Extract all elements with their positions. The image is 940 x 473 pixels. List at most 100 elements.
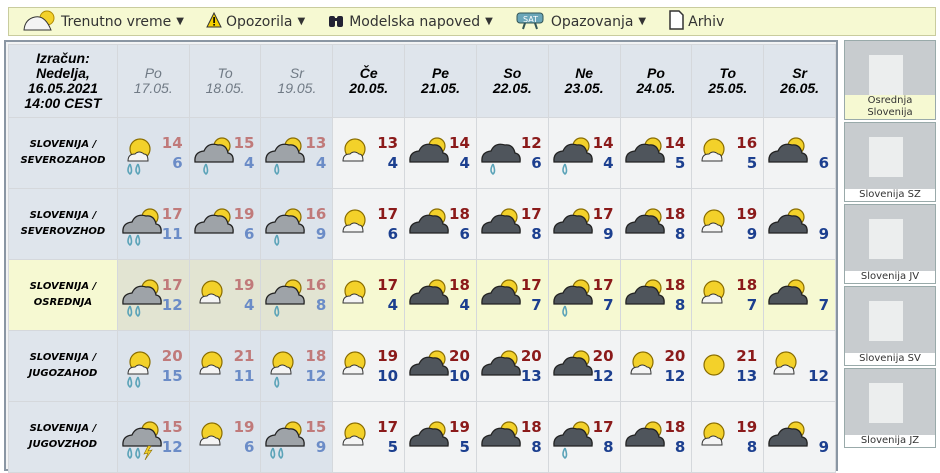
max-temp: 16 (736, 134, 758, 152)
max-temp: 20 (592, 347, 614, 365)
forecast-cell: 19 8 (691, 401, 765, 473)
region-label[interactable]: SLOVENIJA / JUGOZAHOD (8, 330, 118, 402)
day-header: To 18.05. (188, 44, 262, 118)
max-temp: 17 (520, 276, 542, 294)
min-temp: 11 (233, 367, 255, 385)
forecast-cell: 17 5 (332, 401, 406, 473)
day-header: Pe 21.05. (404, 44, 477, 118)
toolbar-arhiv-menu[interactable]: Arhiv (668, 9, 724, 34)
region-map-thumbnail[interactable]: Osrednja Slovenija (844, 40, 936, 120)
forecast-cell: 19 10 (332, 330, 406, 402)
region-label[interactable]: SLOVENIJA / SEVEROZAHOD (8, 117, 118, 189)
forecast-cell: 14 4 (404, 117, 477, 189)
region-map-thumbnail[interactable]: Slovenija SV (844, 286, 936, 366)
forecast-cell: 17 11 (116, 188, 190, 260)
region-map-thumbnail[interactable]: Slovenija JZ (844, 368, 936, 448)
forecast-cell: 19 6 (188, 401, 262, 473)
region-row[interactable]: SLOVENIJA / SEVEROZAHOD 14 6 15 4 13 4 13 4 14 4 12 6… (8, 117, 836, 189)
toolbar-opazovanja-menu[interactable]: SAT Opazovanja ▼ (515, 10, 646, 34)
region-label[interactable]: SLOVENIJA / JUGOVZHOD (8, 401, 118, 473)
calc-line: 14:00 CEST (24, 95, 102, 111)
dark-cloud-sun-icon (623, 274, 667, 322)
day-name: Ne (575, 65, 594, 81)
document-icon (668, 9, 688, 34)
min-temp: 8 (531, 225, 542, 243)
max-temp: 17 (161, 276, 183, 294)
forecast-cell: 18 6 (404, 188, 477, 260)
forecast-cell: 20 12 (547, 330, 621, 402)
sun-small-cloud-icon (694, 274, 738, 322)
dark-cloud-sun-icon (479, 203, 523, 251)
min-temp: 12 (161, 296, 183, 314)
forecast-cell: 18 8 (619, 259, 693, 331)
region-label[interactable]: SLOVENIJA / SEVEROVZHOD (8, 188, 118, 260)
calc-line: Izračun: (36, 50, 90, 66)
min-temp: 6 (818, 154, 829, 172)
header-row: Izračun: Nedelja, 16.05.2021 14:00 CEST Po 17… (8, 44, 836, 118)
forecast-cell: 20 10 (404, 330, 477, 402)
max-temp: 15 (305, 418, 327, 436)
max-temp: 20 (449, 347, 470, 365)
max-temp: 18 (449, 276, 470, 294)
min-temp: 6 (459, 225, 470, 243)
min-temp: 7 (531, 296, 542, 314)
region-line: SLOVENIJA / (29, 352, 97, 363)
max-temp: 18 (305, 347, 327, 365)
forecast-cell: 19 5 (404, 401, 477, 473)
day-header: So 22.05. (475, 44, 549, 118)
region-map-thumbnail[interactable]: Slovenija SZ (844, 122, 936, 202)
forecast-cell: 6 (763, 117, 836, 189)
min-temp: 8 (674, 225, 686, 243)
max-temp: 19 (233, 276, 255, 294)
day-date: 17.05. (133, 80, 173, 96)
region-map-list: Osrednja Slovenija Slovenija SZ Slovenija … (844, 40, 936, 450)
day-header: Če 20.05. (332, 44, 406, 118)
toolbar-modelska-napoved-menu[interactable]: Modelska napoved ▼ (327, 12, 493, 32)
region-row[interactable]: SLOVENIJA / SEVEROVZHOD 17 11 19 6 16 9 17 6 18 6 17… (8, 188, 836, 260)
dark-cloud-sun-drizzle-icon (551, 132, 595, 180)
min-temp: 4 (603, 154, 614, 172)
day-header: To 25.05. (691, 44, 765, 118)
region-row[interactable]: SLOVENIJA / OSREDNJA 17 12 19 4 16 8 17 4 18 4 17 7 17… (8, 259, 836, 331)
satellite-icon: SAT (515, 10, 551, 34)
min-temp: 9 (315, 225, 327, 243)
dark-cloud-sun-icon (407, 132, 451, 180)
max-temp: 19 (377, 347, 399, 365)
region-row[interactable]: SLOVENIJA / JUGOVZHOD 15 12 19 6 15 9 17 5 19 5 18 8 1… (8, 401, 836, 473)
sun-small-cloud-icon (192, 416, 236, 464)
svg-text:SAT: SAT (523, 15, 538, 24)
region-label[interactable]: SLOVENIJA / OSREDNJA (8, 259, 118, 331)
map-region-highlight (869, 137, 903, 177)
forecast-cell: 15 4 (188, 117, 262, 189)
forecast-cell: 13 4 (332, 117, 406, 189)
day-name: Po (144, 65, 162, 81)
forecast-cell: 21 13 (691, 330, 765, 402)
dark-cloud-sun-icon (479, 345, 523, 393)
min-temp: 9 (818, 438, 829, 456)
region-map-thumbnail[interactable]: Slovenija JV (844, 204, 936, 284)
min-temp: 9 (746, 225, 758, 243)
day-name: To (217, 65, 233, 81)
day-date: 25.05. (708, 80, 748, 96)
forecast-cell: 19 4 (188, 259, 262, 331)
map-caption: Slovenija SZ (845, 189, 935, 201)
cloud-sun-drizzle-icon (263, 132, 307, 180)
forecast-cell: 20 15 (116, 330, 190, 402)
min-temp: 12 (808, 367, 829, 385)
map-caption: Slovenija JZ (845, 435, 935, 447)
sun-small-cloud-icon (694, 416, 738, 464)
menu-label: Modelska napoved (349, 13, 481, 30)
toolbar-opozorila-menu[interactable]: Opozorila ▼ (206, 11, 305, 32)
region-row[interactable]: SLOVENIJA / JUGOZAHOD 20 15 21 11 18 12 19 10 20 10… (8, 330, 836, 402)
menu-label: Opazovanja (550, 13, 634, 30)
max-temp: 18 (520, 418, 542, 436)
menu-label: Opozorila (225, 13, 293, 30)
toolbar-trenutno-vreme-menu[interactable]: Trenutno vreme ▼ (21, 9, 184, 35)
max-temp: 20 (664, 347, 686, 365)
dark-cloud-sun-icon (623, 203, 667, 251)
min-temp: 15 (161, 367, 183, 385)
day-date: 21.05. (421, 80, 460, 96)
min-temp: 4 (244, 296, 255, 314)
forecast-cell: 17 8 (475, 188, 549, 260)
max-temp: 12 (520, 134, 542, 152)
